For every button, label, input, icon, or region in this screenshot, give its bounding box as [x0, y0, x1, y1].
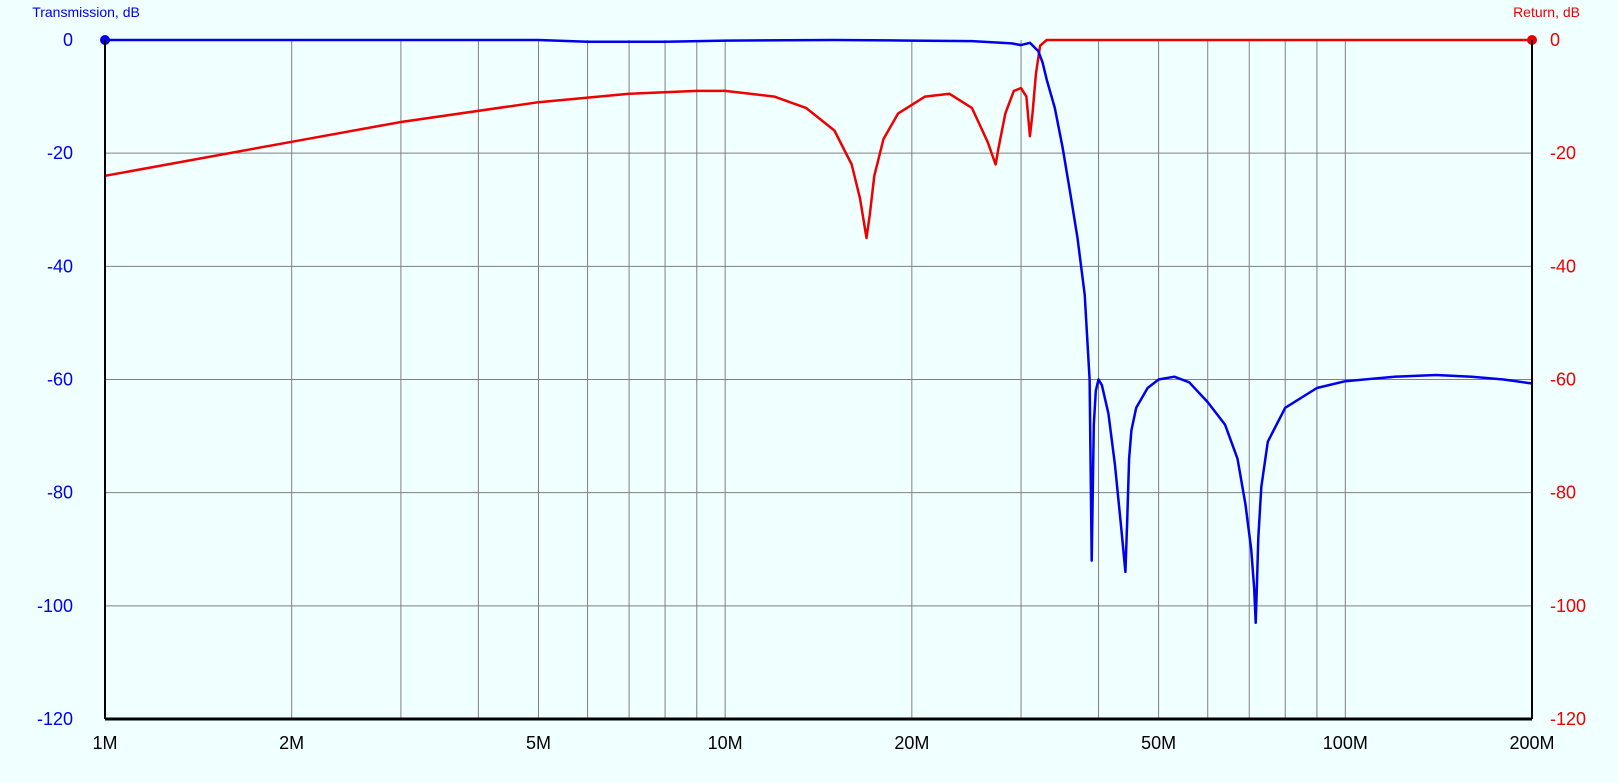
return-series-line: [104, 38, 1532, 240]
right-y-tick-label: -60: [1550, 370, 1576, 390]
x-tick-label: 200M: [1509, 733, 1554, 753]
left-y-tick-label: -40: [47, 256, 73, 276]
right-y-tick-label: -20: [1550, 143, 1576, 163]
right-y-tick-label: -120: [1550, 709, 1586, 729]
transmission-series-line: [105, 38, 1533, 625]
x-tick-label: 2M: [279, 733, 304, 753]
x-tick-label: 50M: [1141, 733, 1176, 753]
left-y-tick-label: -80: [47, 483, 73, 503]
series-layer: [100, 35, 1537, 625]
x-tick-label: 100M: [1323, 733, 1368, 753]
left-y-tick-label: -20: [47, 143, 73, 163]
right-y-tick-label: -100: [1550, 596, 1586, 616]
x-tick-label: 20M: [894, 733, 929, 753]
left-axis-title: Transmission, dB: [32, 4, 140, 20]
plot-frame: [104, 40, 1533, 721]
left-y-tick-label: -60: [47, 370, 73, 390]
right-y-tick-label: 0: [1550, 30, 1560, 50]
grid: [105, 40, 1532, 719]
x-tick-label: 5M: [526, 733, 551, 753]
right-axis-title: Return, dB: [1513, 4, 1580, 20]
labels: Transmission, dB Return, dB 0 -20 -40 -60 -8…: [32, 4, 1586, 753]
right-y-tick-label: -40: [1550, 256, 1576, 276]
x-tick-label: 10M: [708, 733, 743, 753]
right-y-tick-label: -80: [1550, 483, 1576, 503]
left-y-tick-label: -100: [37, 596, 73, 616]
x-tick-label: 1M: [92, 733, 117, 753]
left-y-tick-label: -120: [37, 709, 73, 729]
left-y-tick-label: 0: [63, 30, 73, 50]
